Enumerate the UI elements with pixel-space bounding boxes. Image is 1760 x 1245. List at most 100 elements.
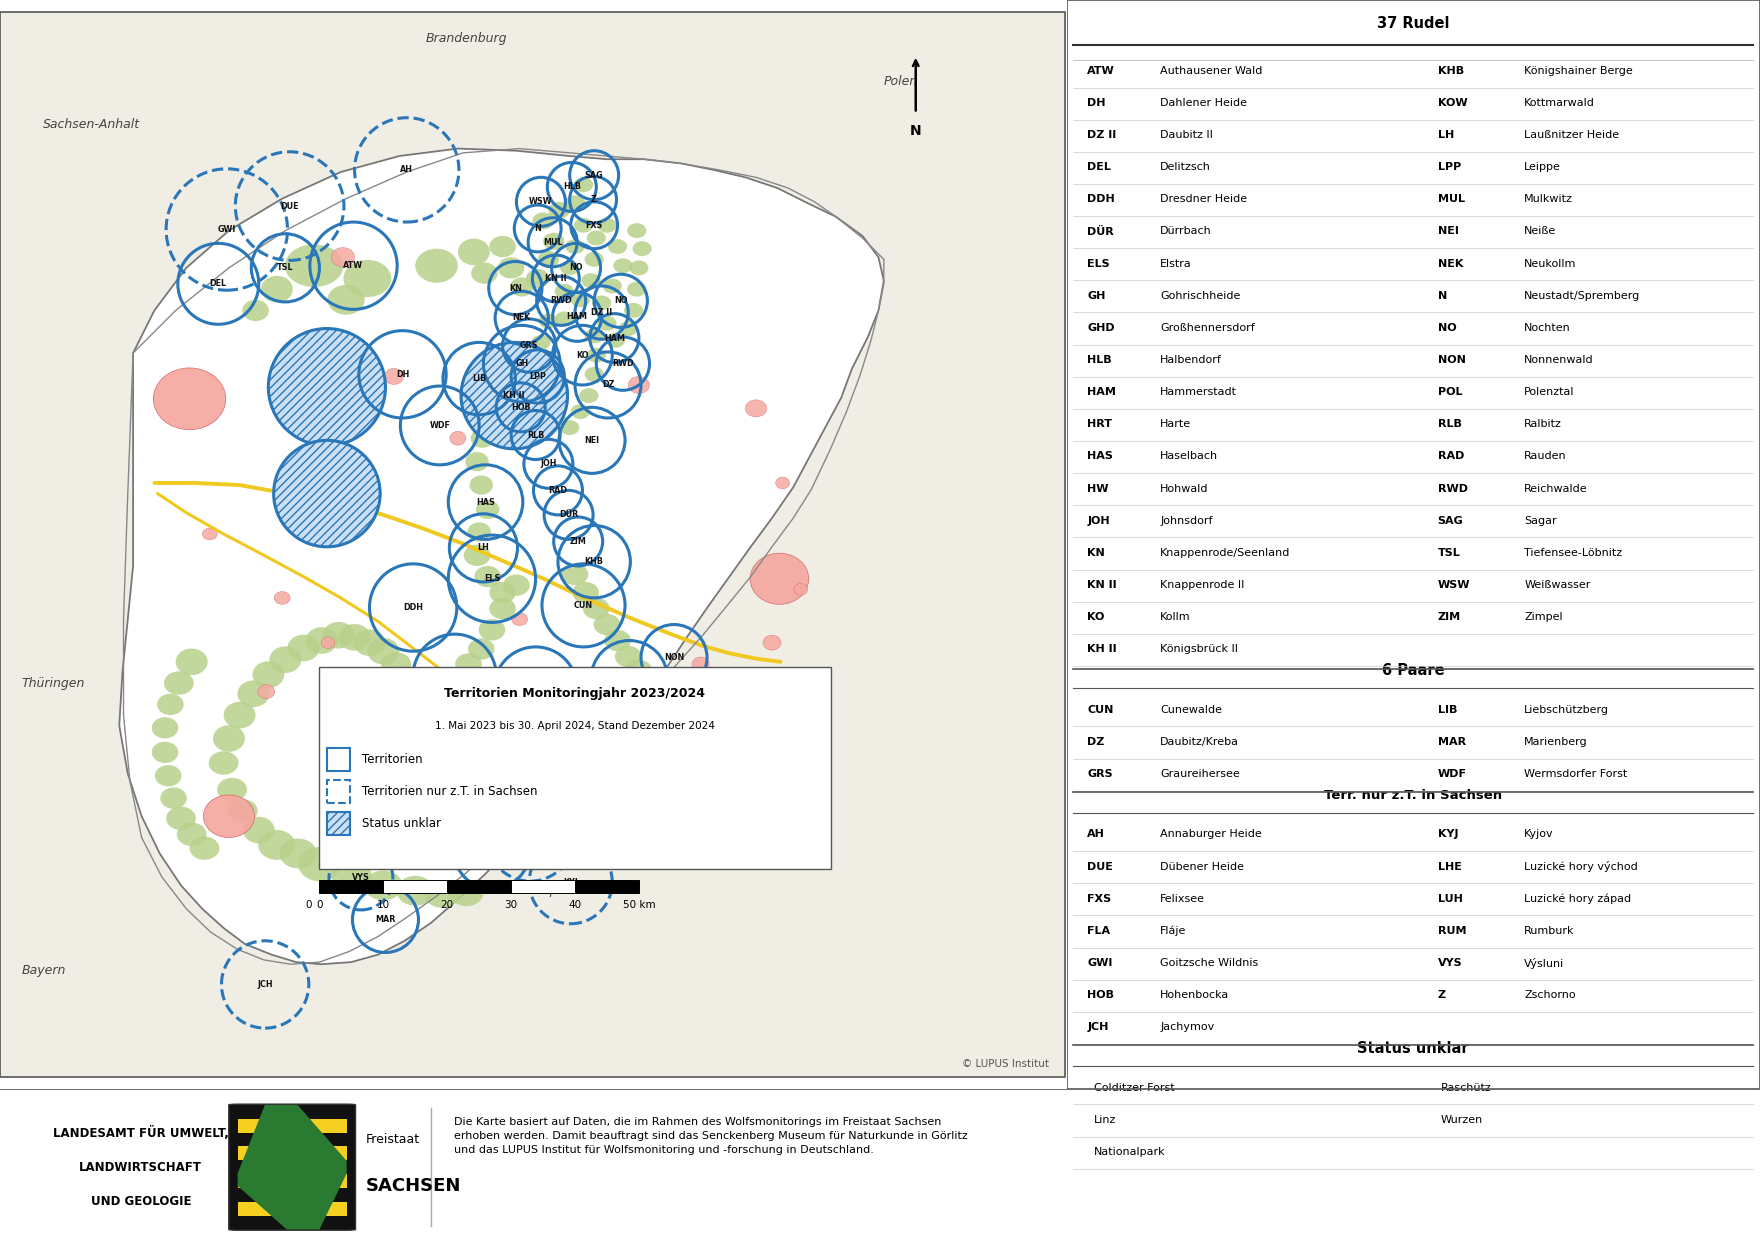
Text: HAM: HAM (1088, 387, 1116, 397)
Ellipse shape (533, 213, 554, 229)
Ellipse shape (593, 614, 620, 635)
Ellipse shape (424, 880, 459, 908)
Text: MUL: MUL (542, 238, 563, 247)
Text: Haselbach: Haselbach (1160, 452, 1218, 462)
Text: WSW: WSW (1438, 580, 1470, 590)
Text: NEK: NEK (1438, 259, 1463, 269)
Text: RAD: RAD (1438, 452, 1464, 462)
Ellipse shape (396, 875, 435, 905)
Ellipse shape (489, 386, 512, 405)
Text: Hohwald: Hohwald (1160, 483, 1209, 493)
Ellipse shape (535, 393, 554, 408)
Ellipse shape (572, 581, 598, 604)
Ellipse shape (570, 293, 590, 308)
Ellipse shape (407, 698, 435, 721)
Text: Dresdner Heide: Dresdner Heide (1160, 194, 1248, 204)
Text: WDF: WDF (1438, 769, 1466, 779)
Text: Reichwalde: Reichwalde (1524, 483, 1588, 493)
Text: N: N (535, 224, 540, 233)
Bar (447, 880, 510, 893)
Ellipse shape (544, 233, 565, 250)
Text: Jachymov: Jachymov (1160, 1022, 1214, 1032)
Ellipse shape (400, 682, 429, 706)
Ellipse shape (597, 316, 616, 331)
Text: Liebschützberg: Liebschützberg (1524, 705, 1609, 715)
Ellipse shape (581, 273, 600, 288)
Ellipse shape (602, 279, 621, 294)
Text: Fláje: Fláje (1160, 925, 1186, 936)
Text: LUH: LUH (1438, 894, 1463, 904)
Text: Hammerstadt: Hammerstadt (1160, 387, 1237, 397)
Ellipse shape (539, 250, 560, 268)
Text: Knappenrode II: Knappenrode II (1160, 580, 1244, 590)
Text: HOB: HOB (1088, 990, 1114, 1000)
Text: WSW: WSW (530, 197, 553, 207)
Text: Rumburk: Rumburk (1524, 926, 1575, 936)
Text: Z: Z (1438, 990, 1445, 1000)
Text: LHE: LHE (1438, 862, 1461, 872)
Ellipse shape (521, 357, 540, 372)
Ellipse shape (238, 681, 269, 707)
Ellipse shape (190, 837, 220, 860)
Bar (510, 880, 576, 893)
Text: NO: NO (614, 296, 628, 305)
Bar (238, 1147, 347, 1160)
Ellipse shape (164, 671, 194, 695)
Ellipse shape (539, 314, 558, 329)
Ellipse shape (322, 622, 354, 649)
Text: CUN: CUN (1088, 705, 1114, 715)
Ellipse shape (665, 715, 693, 736)
Text: NO: NO (568, 264, 583, 273)
Ellipse shape (407, 690, 421, 702)
Text: Dübener Heide: Dübener Heide (1160, 862, 1244, 872)
Text: NEI: NEI (1438, 227, 1459, 237)
Text: Z: Z (590, 195, 597, 204)
Text: DZ II: DZ II (591, 308, 612, 317)
Text: Die Karte basiert auf Daten, die im Rahmen des Wolfsmonitorings im Freistaat Sac: Die Karte basiert auf Daten, die im Rahm… (454, 1118, 968, 1155)
Ellipse shape (627, 223, 646, 238)
Ellipse shape (202, 528, 216, 540)
Ellipse shape (612, 759, 639, 781)
Text: Laußnitzer Heide: Laußnitzer Heide (1524, 129, 1619, 141)
FancyBboxPatch shape (229, 1104, 356, 1230)
Text: DEL: DEL (1088, 162, 1111, 172)
Text: ZIM: ZIM (1438, 613, 1461, 622)
Ellipse shape (605, 332, 625, 347)
Ellipse shape (655, 742, 683, 763)
Ellipse shape (776, 477, 790, 489)
Text: ATW: ATW (1088, 66, 1116, 76)
Text: DH: DH (396, 370, 408, 378)
Text: GRS: GRS (519, 341, 539, 350)
Ellipse shape (331, 248, 354, 266)
Bar (238, 1201, 347, 1215)
Ellipse shape (468, 523, 491, 542)
Text: Tiefensee-Löbnitz: Tiefensee-Löbnitz (1524, 548, 1623, 558)
Ellipse shape (554, 311, 574, 326)
Text: 40: 40 (568, 900, 581, 910)
Ellipse shape (628, 756, 655, 777)
Ellipse shape (597, 218, 616, 233)
Text: Ralbitz: Ralbitz (1524, 420, 1563, 430)
Text: LIB: LIB (472, 374, 486, 383)
Text: Nonnenwald: Nonnenwald (1524, 355, 1595, 365)
Text: Raschütz: Raschütz (1441, 1083, 1492, 1093)
Ellipse shape (343, 260, 391, 298)
Text: HAS: HAS (477, 498, 495, 507)
Ellipse shape (473, 773, 500, 794)
Text: LANDESAMT FÜR UMWELT,: LANDESAMT FÜR UMWELT, (53, 1125, 229, 1140)
Text: LIB: LIB (1438, 705, 1457, 715)
Ellipse shape (470, 428, 495, 448)
Text: 0: 0 (306, 900, 312, 910)
Ellipse shape (546, 410, 565, 425)
Text: VYS: VYS (1438, 957, 1463, 969)
Ellipse shape (630, 260, 648, 275)
Text: 37 Rudel: 37 Rudel (1376, 16, 1450, 31)
Ellipse shape (546, 787, 572, 809)
Ellipse shape (382, 652, 412, 676)
Ellipse shape (579, 388, 598, 403)
Text: HRT: HRT (1088, 420, 1112, 430)
Text: FXS: FXS (586, 220, 604, 230)
Text: Cunewalde: Cunewalde (1160, 705, 1221, 715)
Text: Colditzer Forst: Colditzer Forst (1095, 1083, 1176, 1093)
Text: Luzické hory západ: Luzické hory západ (1524, 894, 1632, 904)
